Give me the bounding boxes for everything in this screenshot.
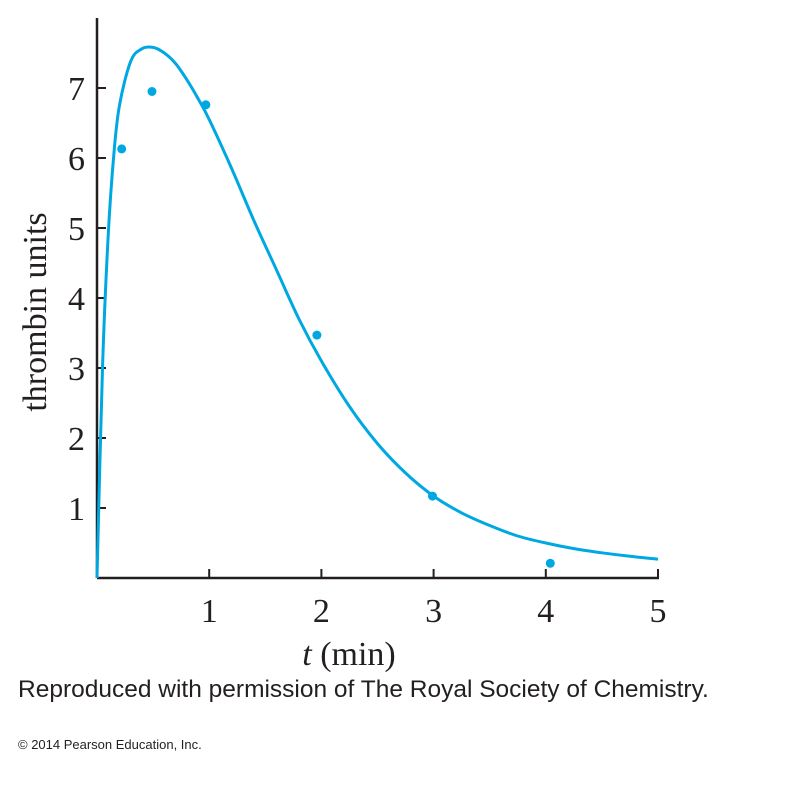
y-tick-label: 2: [68, 421, 85, 458]
data-point: [545, 558, 555, 568]
data-point: [147, 87, 157, 96]
chart: 1 2 3 4 5 6 7 1 2 3 4 5 thrombin units t (min): [17, 18, 667, 673]
fit-curve: [95, 45, 659, 579]
data-point: [201, 100, 211, 110]
y-tick-label: 7: [68, 71, 85, 108]
x-tick-label: 4: [537, 593, 554, 630]
x-tick-label: 3: [425, 593, 442, 630]
x-axis-variable: t: [302, 636, 313, 673]
copyright: © 2014 Pearson Education, Inc.: [18, 737, 202, 752]
y-tick-label: 4: [68, 281, 85, 318]
y-tick-label: 6: [68, 141, 85, 178]
y-tick-label: 3: [68, 351, 85, 388]
x-tick-label: 1: [201, 593, 218, 630]
x-axis-unit: (min): [312, 636, 396, 673]
data-points: [117, 87, 555, 568]
x-axis-label: t (min): [302, 636, 396, 673]
data-point: [312, 330, 322, 340]
y-tick-label: 1: [68, 491, 85, 528]
y-axis-label: thrombin units: [17, 212, 54, 411]
y-tick-label: 5: [68, 211, 85, 248]
caption: Reproduced with permission of The Royal …: [18, 676, 709, 703]
data-point: [117, 144, 127, 154]
x-tick-label: 2: [313, 593, 330, 630]
axes: [95, 18, 659, 580]
x-tick-label: 5: [650, 593, 667, 630]
data-point: [427, 491, 437, 501]
x-axis-ticks: 1 2 3 4 5: [201, 569, 667, 630]
